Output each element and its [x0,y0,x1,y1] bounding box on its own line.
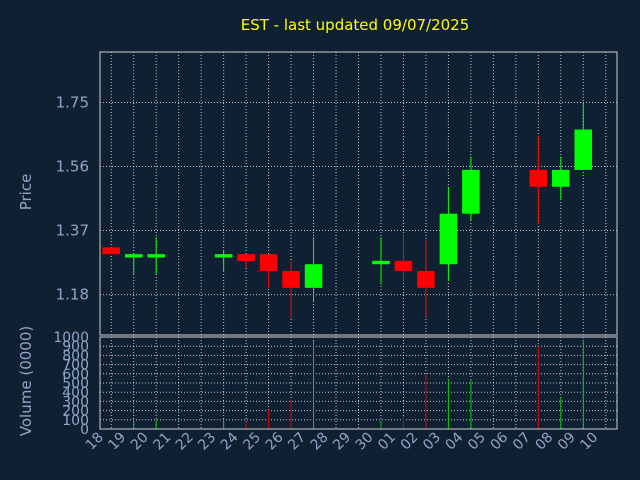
volume-tick-label: 800 [62,348,89,364]
volume-tick-label: 300 [62,394,89,410]
volume-tick-label: 100 [62,413,89,429]
candle-body [214,254,233,258]
volume-plot-frame [99,336,618,430]
volume-bars [133,339,584,429]
price-axis-label: Price [17,174,35,211]
candles [102,102,593,319]
volume-axis-label: Volume (0000) [17,326,35,436]
price-tick-label: 1.37 [56,222,89,240]
candle-body [552,169,570,187]
price-tick-label: 1.18 [56,286,89,304]
price-tick-label: 1.56 [56,158,89,176]
candle-body [462,169,480,214]
price-plot-frame [99,51,618,336]
candle-body [147,254,165,258]
candle-body [282,270,300,288]
candle-body [529,169,548,187]
candle-body [304,264,323,288]
candle-body [574,129,593,170]
candle-body [394,260,413,271]
candle-body [259,254,278,271]
volume-tick-label: 1000 [53,330,89,346]
candle-body [417,270,435,288]
volume-tick-label: 200 [62,404,89,420]
volume-tick-label: 700 [62,358,89,374]
volume-tick-label: 0 [80,422,89,438]
volume-tick-label: 400 [62,385,89,401]
candle-body [124,254,143,258]
plot-frames [99,51,618,430]
volume-tick-label: 500 [62,376,89,392]
candle-body [372,260,390,265]
chart-title: EST - last updated 09/07/2025 [241,16,470,34]
candle-body [237,254,255,261]
volume-tick-label: 900 [62,339,89,355]
grid [100,52,617,429]
price-tick-label: 1.75 [56,94,89,112]
candle-body [102,247,121,255]
x-axis-label: Day [332,457,362,475]
volume-tick-label: 600 [62,367,89,383]
candle-body [439,213,458,265]
